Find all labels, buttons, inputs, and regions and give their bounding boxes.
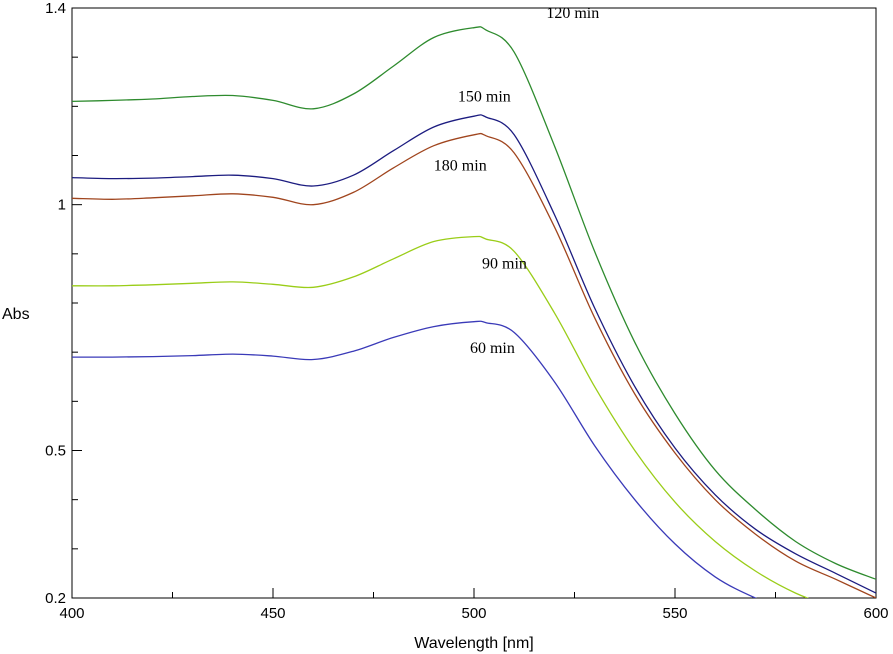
y-axis-ticks: 0.2 0.5 1 1.4 [45, 0, 82, 607]
series-label-150-min: 150 min [458, 88, 511, 105]
y-tick-label: 0.5 [45, 443, 66, 460]
x-tick-label: 400 [59, 605, 84, 622]
series-label-60-min: 60 min [470, 340, 515, 357]
series-label-90-min: 90 min [482, 256, 527, 273]
series-label-layer: 120 min 150 min 180 min 90 min 60 min [434, 5, 599, 357]
y-tick-label: 0.2 [45, 590, 66, 607]
series-line-120-min [72, 26, 876, 580]
series-label-120-min: 120 min [546, 5, 599, 22]
series-line-60-min [72, 320, 758, 598]
series-layer [72, 26, 876, 598]
series-line-150-min [72, 114, 876, 594]
y-tick-label: 1 [58, 197, 66, 214]
x-axis-title: Wavelength [nm] [414, 635, 533, 652]
series-line-90-min [72, 235, 809, 598]
x-axis-ticks: 400 450 500 550 600 [59, 588, 889, 622]
series-line-180-min [72, 132, 876, 598]
y-axis-title: Abs [2, 306, 30, 323]
x-tick-label: 450 [260, 605, 285, 622]
x-tick-label: 550 [662, 605, 687, 622]
y-tick-label: 1.4 [45, 0, 66, 17]
x-tick-label: 600 [863, 605, 888, 622]
x-tick-label: 500 [461, 605, 486, 622]
series-label-180-min: 180 min [434, 157, 487, 174]
